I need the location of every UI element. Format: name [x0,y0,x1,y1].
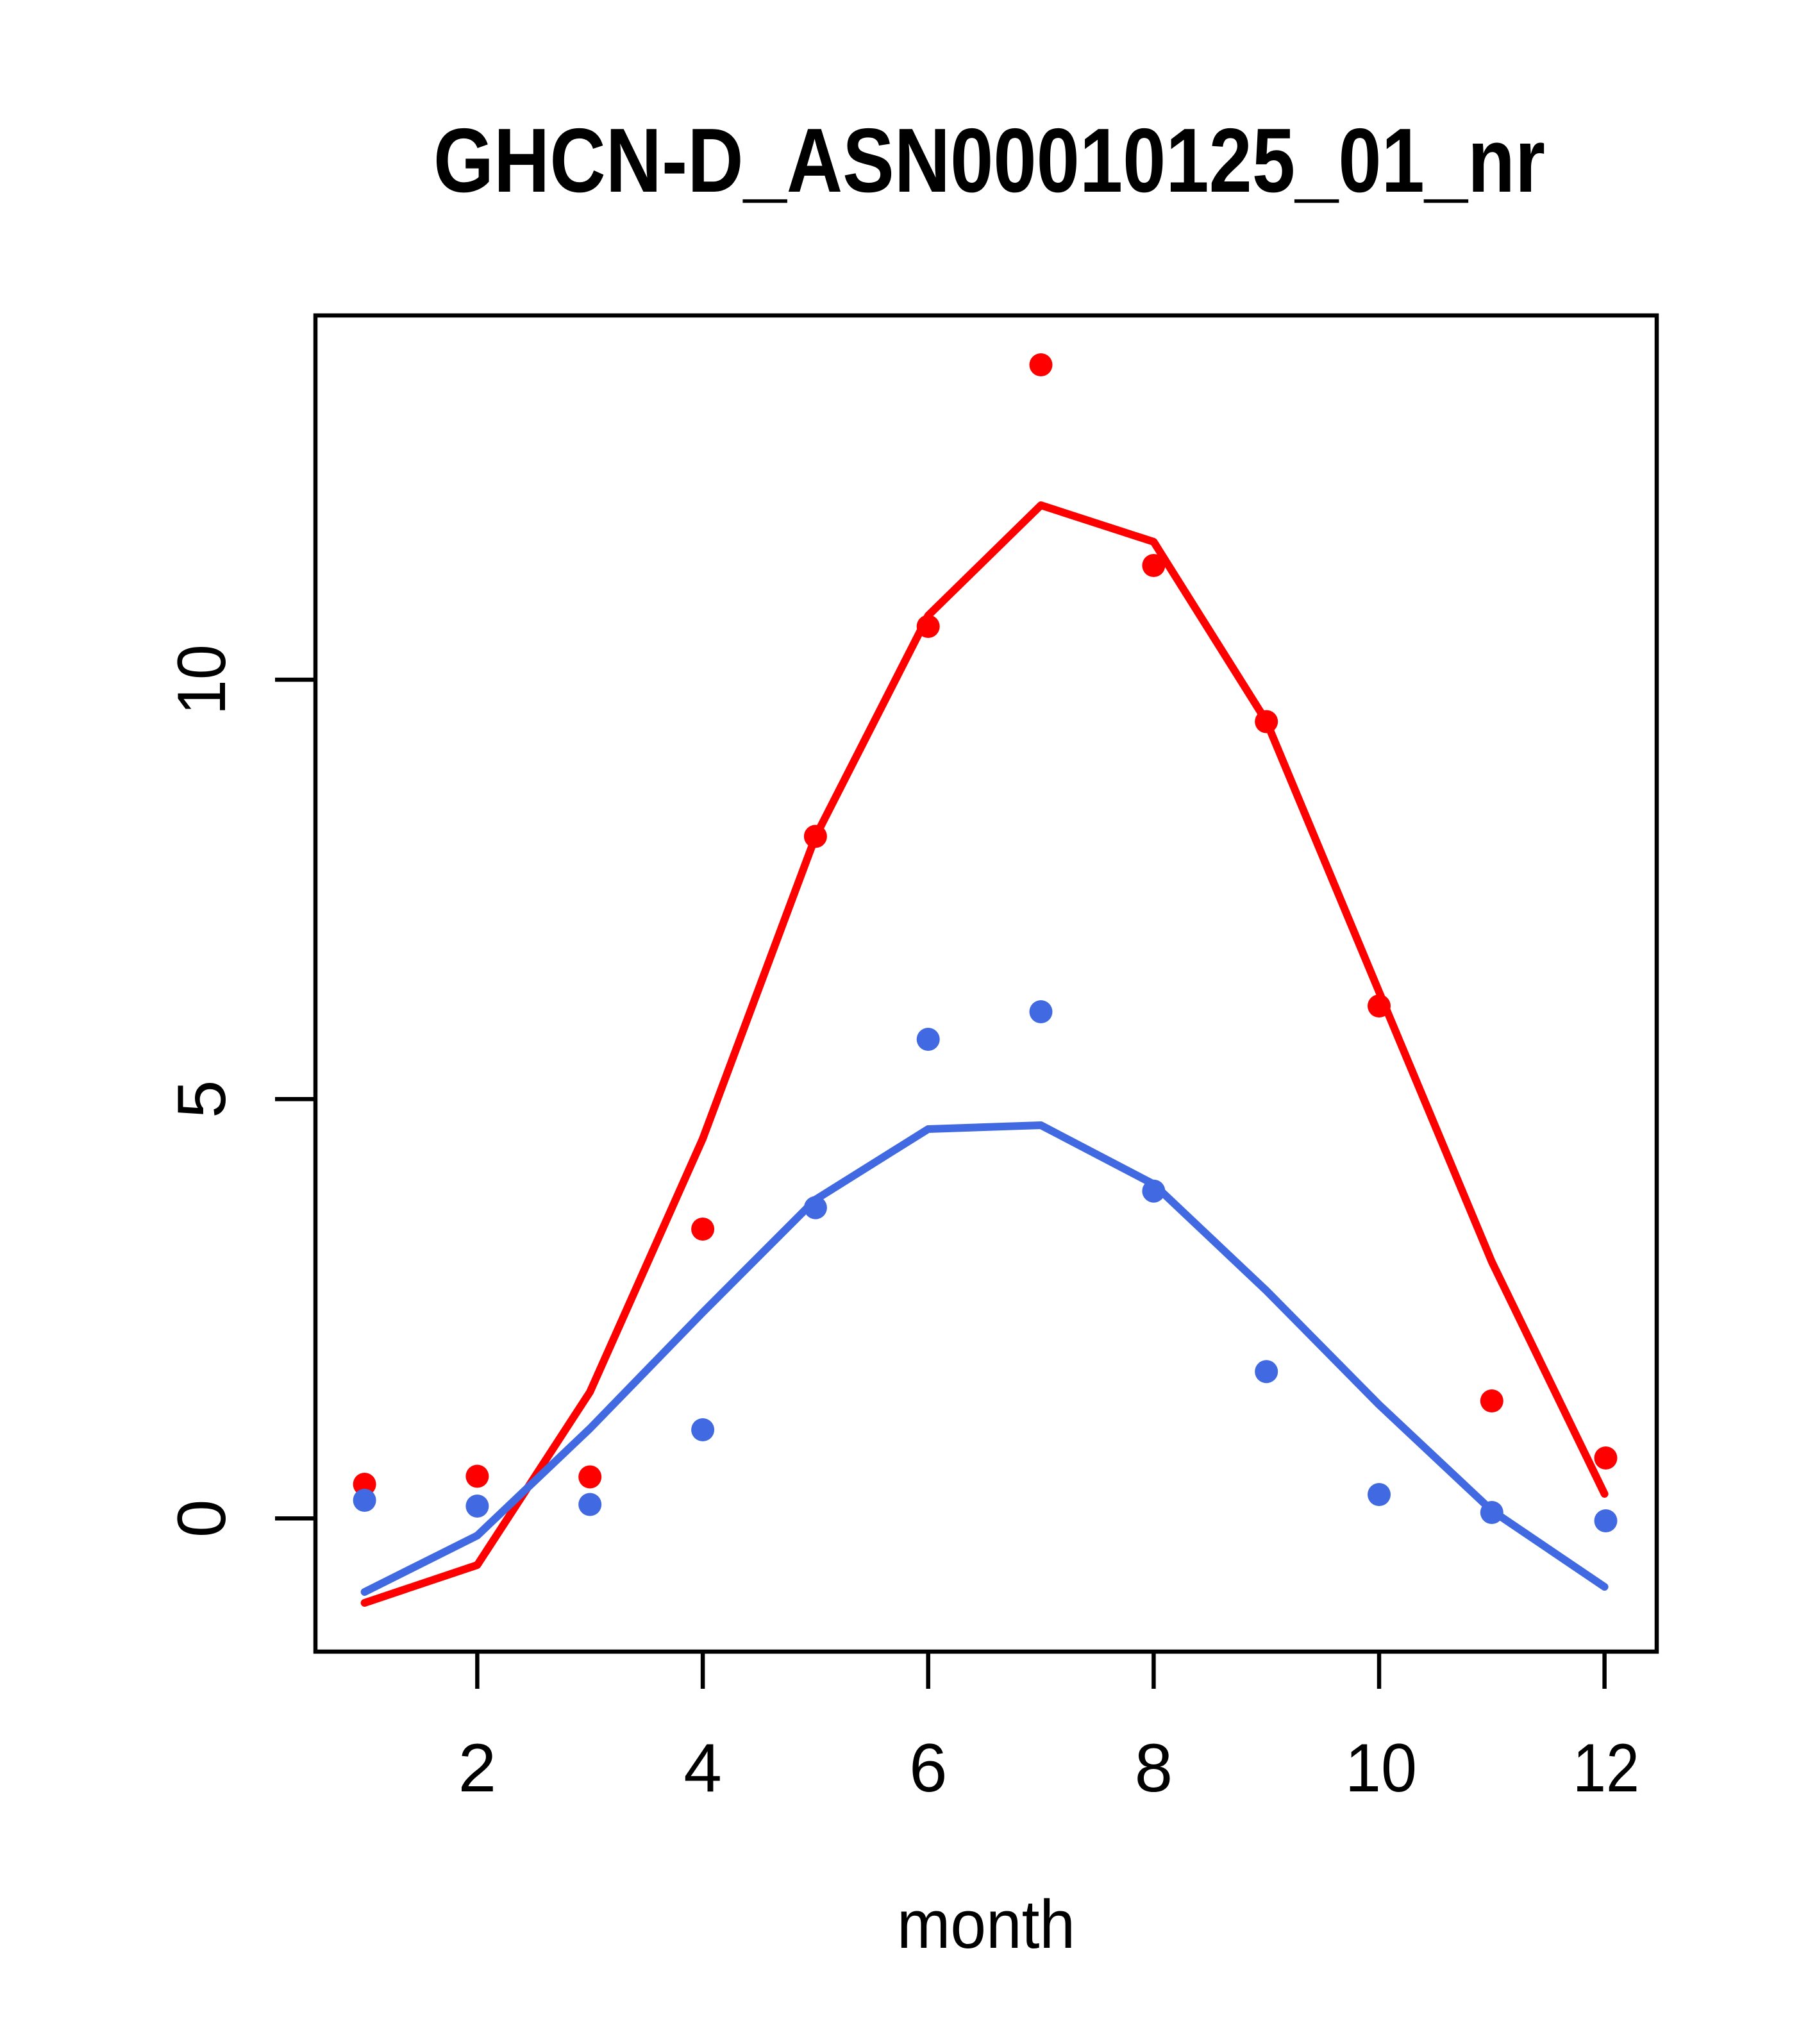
svg-text:10: 10 [1345,1729,1417,1806]
svg-text:0: 0 [163,1500,240,1538]
svg-text:12: 12 [1573,1729,1639,1806]
svg-text:10: 10 [163,644,240,715]
svg-text:4: 4 [683,1729,722,1806]
svg-text:5: 5 [163,1080,240,1118]
svg-text:month: month [897,1886,1075,1963]
svg-text:6: 6 [909,1729,948,1806]
svg-text:2: 2 [458,1729,497,1806]
svg-text:8: 8 [1135,1729,1173,1806]
svg-text:GHCN-D_ASN00010125_01_nr: GHCN-D_ASN00010125_01_nr [433,110,1545,212]
